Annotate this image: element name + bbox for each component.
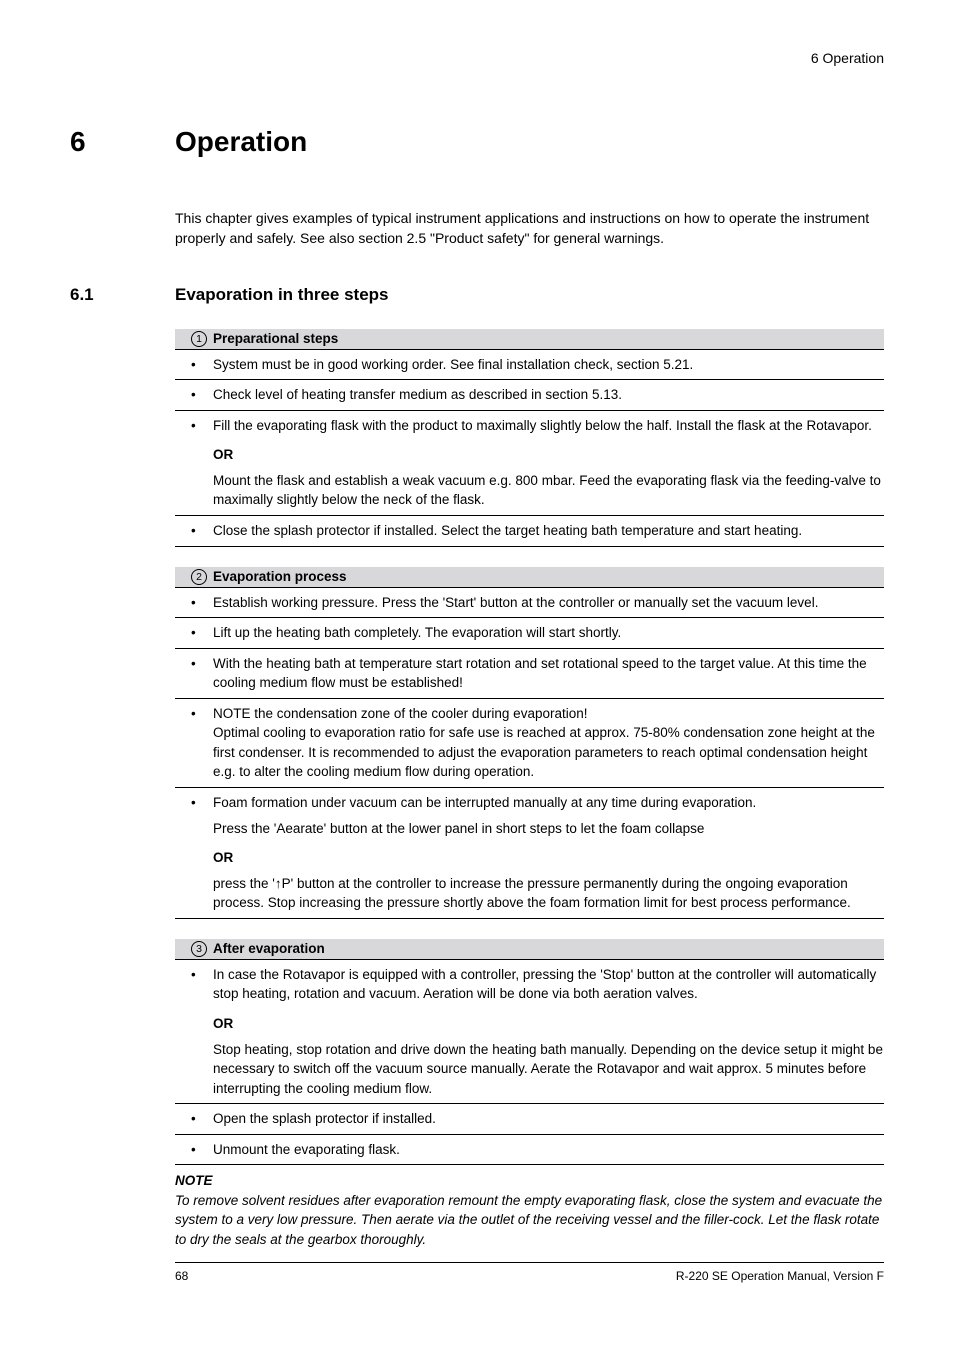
list-item: System must be in good working order. Se… (175, 350, 884, 381)
page-footer: 68 R-220 SE Operation Manual, Version F (175, 1262, 884, 1283)
list-item-text: Establish working pressure. Press the 'S… (213, 593, 884, 613)
list-item: Establish working pressure. Press the 'S… (175, 588, 884, 619)
chapter-title-text: Operation (175, 126, 307, 157)
note-block: NOTE To remove solvent residues after ev… (175, 1171, 884, 1249)
list-item-sub: Press the 'Aearate' button at the lower … (213, 819, 884, 839)
or-label: OR (213, 848, 884, 868)
list-item-text: Fill the evaporating flask with the prod… (213, 416, 884, 436)
step-number-icon: 1 (191, 331, 207, 347)
list-item: NOTE the condensation zone of the cooler… (175, 699, 884, 788)
list-item-alt: Stop heating, stop rotation and drive do… (213, 1040, 884, 1099)
list-item-alt: press the '↑P' button at the controller … (213, 874, 884, 913)
chapter-number: 6 (70, 126, 175, 158)
list-item-text: Check level of heating transfer medium a… (213, 385, 884, 405)
section-title: 6.1Evaporation in three steps (70, 285, 884, 305)
list-item: Unmount the evaporating flask. (175, 1135, 884, 1166)
list-item-text: Foam formation under vacuum can be inter… (213, 793, 884, 813)
list-item: Fill the evaporating flask with the prod… (175, 411, 884, 516)
list-item-continuation: Optimal cooling to evaporation ratio for… (213, 723, 884, 782)
step-header: 1 Preparational steps (175, 329, 884, 350)
step-list: In case the Rotavapor is equipped with a… (175, 960, 884, 1166)
list-item-text: NOTE the condensation zone of the cooler… (213, 704, 884, 724)
step-title: After evaporation (213, 941, 325, 956)
step-number-icon: 3 (191, 941, 207, 957)
chapter-title: 6Operation (70, 126, 884, 158)
step-header: 2 Evaporation process (175, 567, 884, 588)
page-number: 68 (175, 1269, 188, 1283)
list-item-text: In case the Rotavapor is equipped with a… (213, 965, 884, 1004)
intro-paragraph: This chapter gives examples of typical i… (175, 208, 884, 249)
list-item-text: Close the splash protector if installed.… (213, 521, 884, 541)
list-item-text: Open the splash protector if installed. (213, 1109, 884, 1129)
note-label: NOTE (175, 1171, 884, 1191)
step-title: Preparational steps (213, 331, 338, 346)
step-list: Establish working pressure. Press the 'S… (175, 588, 884, 919)
section-number: 6.1 (70, 285, 175, 305)
list-item: Check level of heating transfer medium a… (175, 380, 884, 411)
note-text: To remove solvent residues after evapora… (175, 1191, 884, 1250)
step-list: System must be in good working order. Se… (175, 350, 884, 547)
list-item: With the heating bath at temperature sta… (175, 649, 884, 699)
list-item: Open the splash protector if installed. (175, 1104, 884, 1135)
running-header: 6 Operation (70, 50, 884, 66)
or-label: OR (213, 1014, 884, 1034)
list-item: Foam formation under vacuum can be inter… (175, 788, 884, 919)
list-item-text: Lift up the heating bath completely. The… (213, 623, 884, 643)
doc-id: R-220 SE Operation Manual, Version F (676, 1269, 884, 1283)
list-item: Lift up the heating bath completely. The… (175, 618, 884, 649)
step-title: Evaporation process (213, 569, 347, 584)
step-header: 3 After evaporation (175, 939, 884, 960)
list-item-alt: Mount the flask and establish a weak vac… (213, 471, 884, 510)
list-item-text: With the heating bath at temperature sta… (213, 654, 884, 693)
list-item: Close the splash protector if installed.… (175, 516, 884, 547)
section-content: 1 Preparational steps System must be in go… (175, 329, 884, 1166)
list-item: In case the Rotavapor is equipped with a… (175, 960, 884, 1104)
section-title-text: Evaporation in three steps (175, 285, 389, 304)
or-label: OR (213, 445, 884, 465)
step-number-icon: 2 (191, 569, 207, 585)
list-item-text: Unmount the evaporating flask. (213, 1140, 884, 1160)
list-item-text: System must be in good working order. Se… (213, 355, 884, 375)
